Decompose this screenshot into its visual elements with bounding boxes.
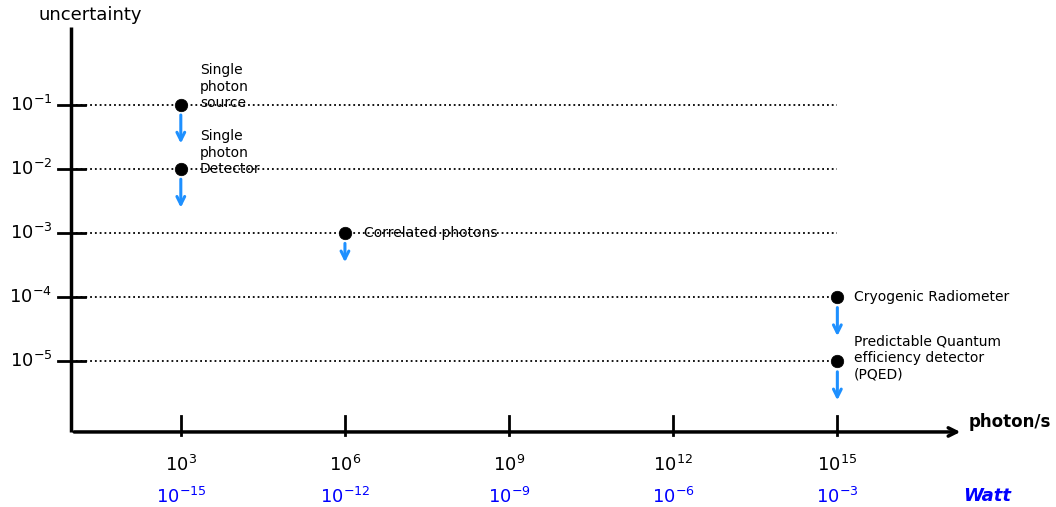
Text: uncertainty: uncertainty (39, 6, 143, 24)
Text: Predictable Quantum
efficiency detector
(PQED): Predictable Quantum efficiency detector … (853, 335, 1001, 381)
Text: Correlated photons: Correlated photons (364, 226, 497, 240)
Text: $10^{-1}$: $10^{-1}$ (10, 94, 52, 115)
Text: $10^{-2}$: $10^{-2}$ (10, 159, 52, 179)
Text: $10^{-3}$: $10^{-3}$ (10, 223, 52, 243)
Text: $10^{-3}$: $10^{-3}$ (816, 487, 859, 506)
Text: Single
photon
Detector: Single photon Detector (200, 129, 261, 176)
Text: $10^{6}$: $10^{6}$ (328, 454, 361, 475)
Text: $10^{15}$: $10^{15}$ (817, 454, 857, 475)
Text: $10^{3}$: $10^{3}$ (165, 454, 196, 475)
Text: $10^{12}$: $10^{12}$ (654, 454, 693, 475)
Text: Single
photon
source: Single photon source (200, 63, 249, 110)
Text: $10^{-9}$: $10^{-9}$ (488, 487, 530, 506)
Text: $10^{-5}$: $10^{-5}$ (10, 351, 52, 372)
Text: Cryogenic Radiometer: Cryogenic Radiometer (853, 290, 1010, 304)
Text: photon/s: photon/s (968, 413, 1051, 431)
Text: $10^{-6}$: $10^{-6}$ (652, 487, 695, 506)
Text: $10^{-4}$: $10^{-4}$ (10, 287, 52, 307)
Text: Watt: Watt (963, 487, 1012, 504)
Text: $10^{-12}$: $10^{-12}$ (320, 487, 371, 506)
Text: $10^{-15}$: $10^{-15}$ (155, 487, 206, 506)
Text: $10^{9}$: $10^{9}$ (493, 454, 525, 475)
